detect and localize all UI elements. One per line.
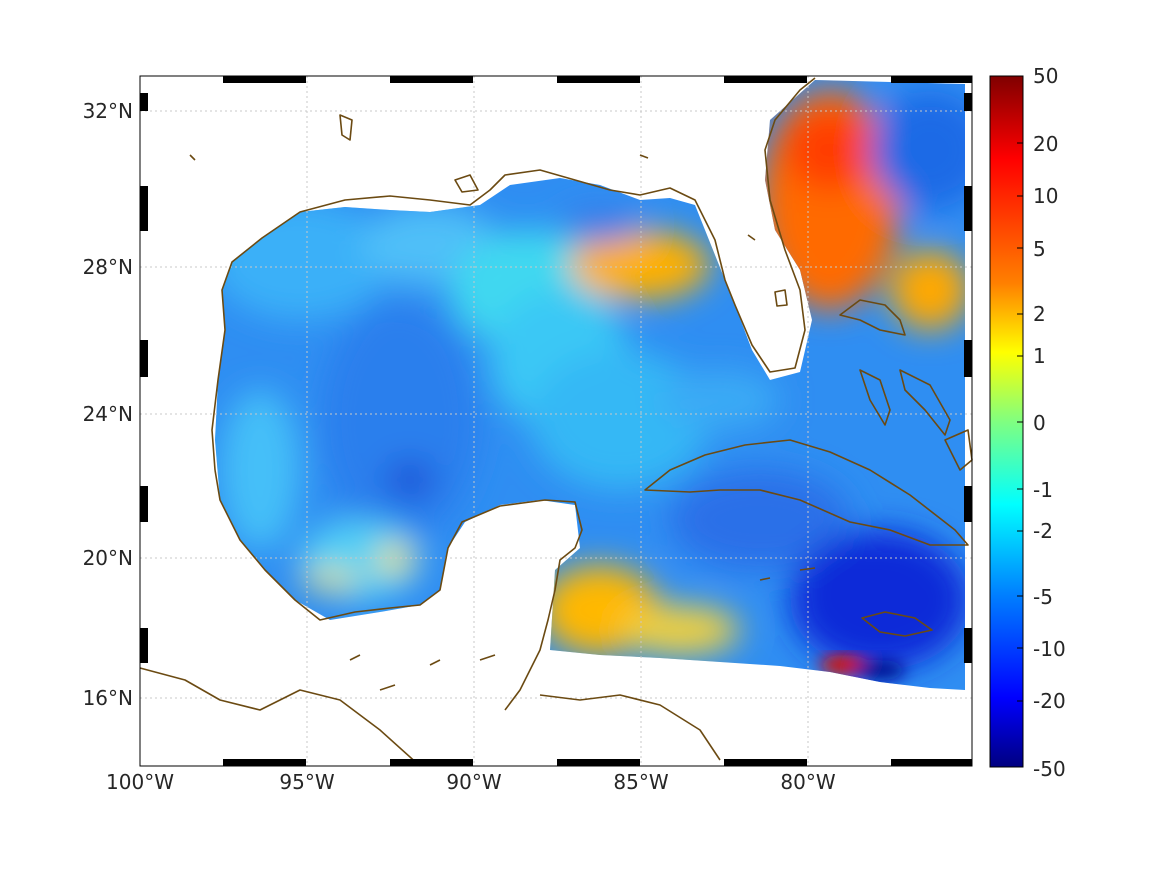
jamaica: [861, 611, 933, 637]
colorbar-tick-label: -20: [1033, 689, 1066, 713]
inland-lakes: [189, 114, 756, 241]
x-tick-label: 95°W: [279, 770, 334, 794]
bahamas-3: [899, 369, 951, 436]
y-axis-labels: 32°N 28°N 24°N 20°N 16°N: [83, 99, 133, 710]
map-frame: [139, 75, 973, 767]
colorbar-tick-label: -50: [1033, 757, 1066, 781]
colorbar-tick-label: 2: [1033, 302, 1046, 326]
y-tick-label: 24°N: [83, 402, 133, 426]
x-tick-label: 90°W: [446, 770, 501, 794]
y-tick-label: 20°N: [83, 546, 133, 570]
colorbar-tick-label: -10: [1033, 637, 1066, 661]
colorbar-tick-label: 50: [1033, 64, 1058, 88]
x-tick-label: 80°W: [780, 770, 835, 794]
colorbar-tick-label: 0: [1033, 411, 1046, 435]
colorbar-tick-label: -1: [1033, 478, 1053, 502]
x-tick-label: 100°W: [106, 770, 174, 794]
y-tick-label: 32°N: [83, 99, 133, 123]
louisiana-marsh: [454, 174, 479, 193]
colorbar: 50 20 10 5 2 1 0 -1 -2 -5 -10 -20 -50: [989, 64, 1066, 781]
colorbar-tick-label: 20: [1033, 132, 1058, 156]
bahamas-1: [839, 299, 906, 336]
us-gulf-coast: [211, 77, 816, 471]
colorbar-tick-label: -5: [1033, 585, 1053, 609]
cuba: [644, 439, 969, 546]
colorbar-tick-label: -2: [1033, 519, 1053, 543]
central-america-coast: [139, 667, 421, 767]
cayman-isles: [759, 567, 816, 581]
bahamas-2: [859, 369, 891, 426]
x-tick-label: 85°W: [613, 770, 668, 794]
y-tick-label: 28°N: [83, 255, 133, 279]
coastlines: [139, 77, 973, 767]
colorbar-tick-label: 10: [1033, 184, 1058, 208]
colorbar-tick-label: 5: [1033, 237, 1046, 261]
yucatan-islands: [349, 654, 496, 691]
lake-okeechobee: [774, 289, 788, 307]
y-tick-label: 16°N: [83, 686, 133, 710]
colorbar-tick-label: 1: [1033, 344, 1046, 368]
sst-anomaly-field: [215, 80, 965, 690]
x-axis-labels: 100°W 95°W 90°W 85°W 80°W: [106, 770, 836, 794]
mexico-gulf-coast: [214, 469, 583, 711]
honduras-coast: [539, 694, 721, 761]
graticule: [140, 76, 972, 766]
